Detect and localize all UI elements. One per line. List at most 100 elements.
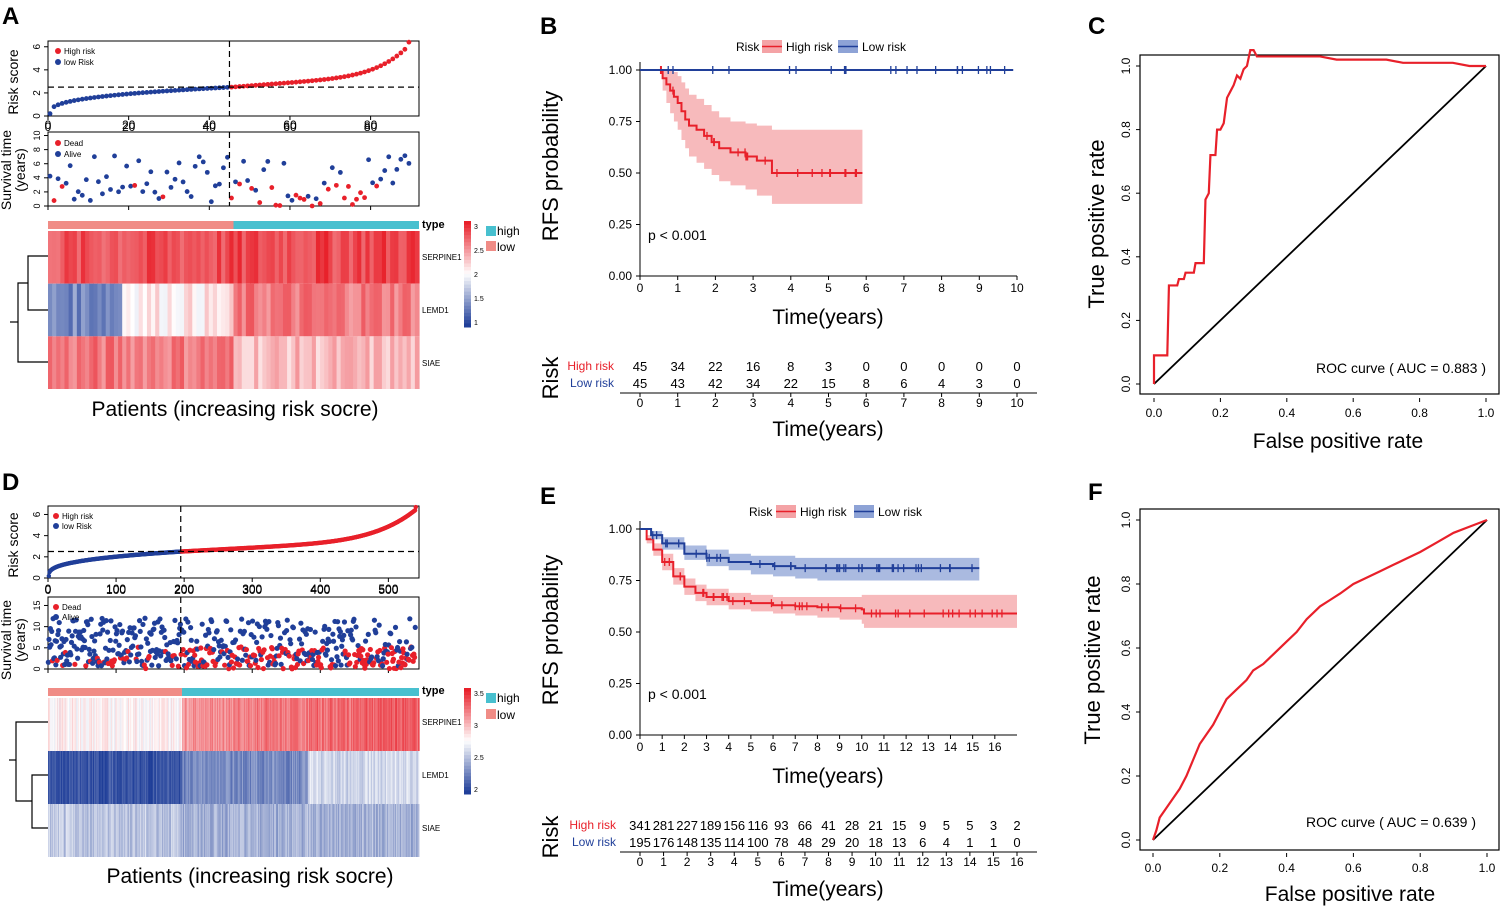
heatmap-cell: [197, 698, 200, 751]
scale-step: [464, 302, 471, 307]
heatmap-cell: [309, 804, 312, 857]
heatmap-cell: [158, 698, 160, 751]
heatmap-cell: [220, 804, 222, 857]
heatmap-cell: [334, 698, 336, 751]
heatmap-cell: [414, 698, 417, 751]
heatmap-cell: [418, 751, 420, 804]
heatmap-cell: [149, 698, 151, 751]
heatmap-cell: [137, 698, 139, 751]
heatmap-cell: [249, 698, 252, 751]
b-pvalue: p < 0.001: [648, 227, 707, 243]
heatmap-cell: [320, 698, 322, 751]
survival-point: [307, 626, 314, 633]
heatmap-cell: [135, 698, 137, 751]
heatmap-cell: [73, 698, 75, 751]
heatmap-cell: [223, 751, 226, 804]
heatmap-cell: [208, 804, 210, 857]
survival-point: [354, 659, 360, 665]
risk-point: [79, 96, 85, 102]
scale-step: [464, 716, 471, 721]
d-type-high-swatch: [486, 693, 496, 703]
heatmap-cell: [168, 804, 171, 857]
heatmap-cell: [350, 751, 353, 804]
survival-point: [156, 663, 162, 669]
heatmap-cell: [265, 804, 267, 857]
heatmap-cell: [159, 336, 165, 389]
heatmap-cell: [71, 804, 73, 857]
survival-point: [216, 181, 222, 187]
heatmap-cell: [361, 698, 363, 751]
heatmap-cell: [150, 804, 152, 857]
heatmap-cell: [241, 751, 244, 804]
survival-point: [108, 618, 114, 624]
survival-point: [369, 654, 375, 660]
heatmap-cell: [416, 804, 419, 857]
scale-step: [464, 698, 471, 703]
heatmap-cell: [72, 804, 74, 857]
survival-point: [178, 651, 184, 657]
heatmap-cell: [208, 804, 211, 857]
survival-point: [276, 653, 282, 659]
heatmap-cell: [278, 804, 280, 857]
heatmap-cell: [245, 751, 247, 804]
risk-x-tick-label: 2: [684, 855, 691, 869]
heatmap-cell: [160, 804, 162, 857]
heatmap-cell: [105, 751, 107, 804]
heatmap-cell: [253, 804, 255, 857]
heatmap-cell: [144, 698, 147, 751]
risk-point: [104, 93, 109, 99]
heatmap-cell: [312, 804, 314, 857]
heatmap-cell: [189, 698, 191, 751]
survival-point: [196, 154, 202, 160]
heatmap-cell: [328, 698, 331, 751]
heatmap-cell: [333, 804, 335, 857]
heatmap-cell: [49, 804, 51, 857]
scale-step: [464, 295, 471, 300]
heatmap-cell: [130, 336, 136, 389]
heatmap-cell: [399, 698, 402, 751]
heatmap-cell: [99, 751, 101, 804]
heatmap-cell: [225, 751, 228, 804]
heatmap-cell: [371, 751, 373, 804]
scale-step: [464, 748, 471, 753]
heatmap-cell: [262, 231, 268, 284]
heatmap-cell: [76, 698, 78, 751]
scale-step: [464, 705, 471, 710]
survival-curve: [640, 528, 980, 570]
heatmap-cell: [391, 804, 393, 857]
heatmap-cell: [219, 804, 222, 857]
heatmap-cell: [404, 751, 406, 804]
survival-point: [350, 637, 356, 643]
y-tick-label: 0.25: [609, 677, 633, 691]
heatmap-cell: [210, 804, 213, 857]
heatmap-cell: [113, 231, 119, 284]
heatmap-cell: [281, 698, 283, 751]
ci-band: [640, 70, 863, 204]
panel-letter-f: F: [1088, 479, 1103, 506]
heatmap-cell: [64, 231, 70, 284]
heatmap-cell: [392, 698, 395, 751]
heatmap-cell: [357, 804, 359, 857]
heatmap-cell: [173, 698, 175, 751]
heatmap-cell: [186, 804, 189, 857]
heatmap-cell: [344, 751, 346, 804]
heatmap-cell: [151, 336, 156, 389]
heatmap-cell: [333, 698, 336, 751]
a-surv-frame: [47, 131, 420, 207]
heatmap-cell: [109, 751, 111, 804]
heatmap-cell: [91, 698, 94, 751]
heatmap-cell: [70, 804, 72, 857]
heatmap-cell: [372, 751, 375, 804]
heatmap-cell: [255, 751, 257, 804]
heatmap-cell: [146, 283, 152, 337]
heatmap-cell: [234, 698, 236, 751]
heatmap-cell: [182, 751, 184, 804]
heatmap-cell: [195, 698, 197, 751]
scale-step: [464, 249, 471, 254]
survival-point: [360, 647, 366, 653]
heatmap-cell: [397, 804, 399, 857]
survival-point: [192, 659, 198, 665]
heatmap-cell: [277, 751, 279, 804]
survival-point: [245, 178, 251, 183]
b-risk-high-label: High risk: [567, 359, 615, 373]
